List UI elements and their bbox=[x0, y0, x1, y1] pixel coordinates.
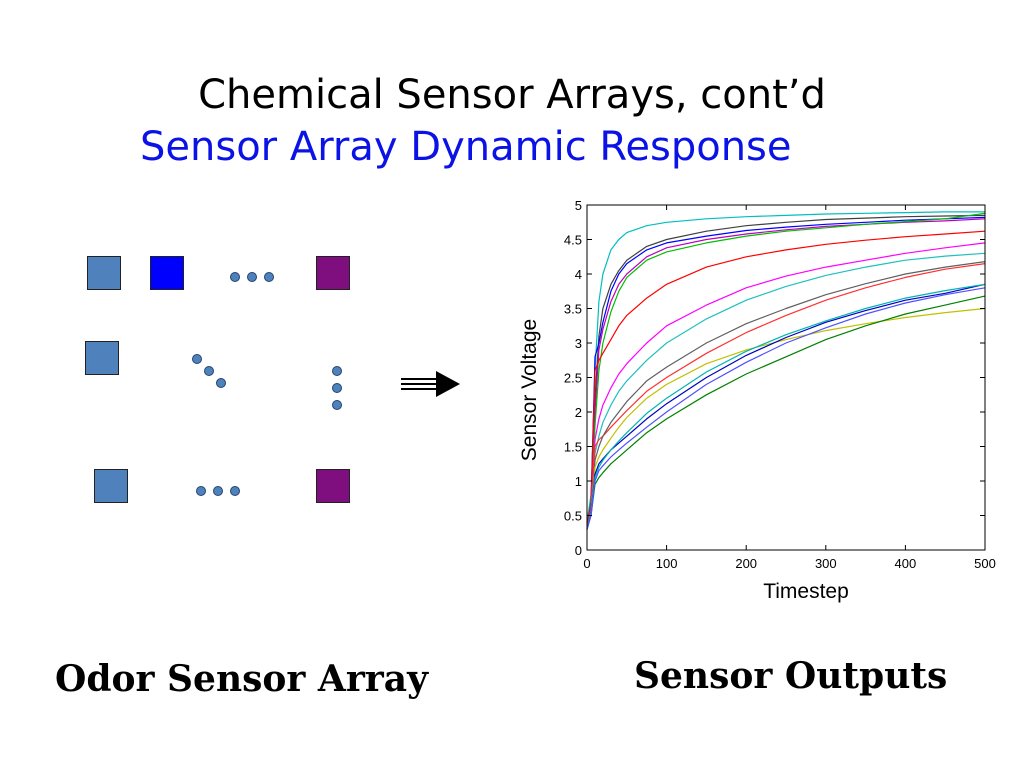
odor-sensor-array-caption: Odor Sensor Array bbox=[55, 658, 429, 700]
series-line-10 bbox=[586, 261, 986, 530]
series-line-9 bbox=[586, 263, 986, 530]
y-tick-label: 1.5 bbox=[564, 440, 582, 455]
sensor-square bbox=[316, 256, 350, 290]
series-line-15 bbox=[586, 287, 986, 530]
sensor-square bbox=[94, 469, 128, 503]
ellipsis-dot bbox=[230, 272, 240, 282]
series-line-13 bbox=[586, 283, 986, 530]
y-tick-label: 3.5 bbox=[564, 302, 582, 317]
slide-subtitle: Sensor Array Dynamic Response bbox=[140, 124, 792, 170]
sensor-outputs-caption: Sensor Outputs bbox=[634, 655, 948, 697]
ellipsis-dot bbox=[247, 272, 257, 282]
sensor-square bbox=[316, 469, 350, 503]
series-line-7 bbox=[586, 242, 986, 530]
series-line-6 bbox=[586, 230, 986, 527]
right-arrow-icon bbox=[401, 371, 460, 397]
series-line-1 bbox=[586, 211, 985, 523]
x-tick-label: 500 bbox=[974, 556, 996, 571]
series-line-2 bbox=[586, 214, 986, 526]
sensor-square bbox=[87, 256, 121, 290]
y-tick-label: 4 bbox=[575, 267, 582, 282]
ellipsis-dot bbox=[204, 366, 214, 376]
series-line-11 bbox=[586, 307, 986, 530]
ellipsis-dot bbox=[230, 486, 240, 496]
y-tick-label: 0 bbox=[575, 543, 582, 558]
ellipsis-dot bbox=[213, 486, 223, 496]
x-tick-label: 400 bbox=[895, 556, 917, 571]
x-tick-label: 100 bbox=[656, 556, 678, 571]
series-line-8 bbox=[586, 252, 986, 530]
ellipsis-dot bbox=[192, 354, 202, 364]
ellipsis-dot bbox=[332, 400, 342, 410]
ticks-layer: 0 100 200 300 400 500 0 0.5 1 1.5 2 2.5 3 3.5 4 4.5 5 bbox=[564, 198, 996, 571]
y-tick-label: 3 bbox=[575, 336, 582, 351]
x-tick-label: 200 bbox=[735, 556, 757, 571]
x-tick-label: 300 bbox=[815, 556, 837, 571]
ellipsis-dot bbox=[332, 383, 342, 393]
series-layer bbox=[586, 211, 986, 530]
y-tick-label: 4.5 bbox=[564, 233, 582, 248]
ellipsis-dot bbox=[196, 486, 206, 496]
series-line-5 bbox=[586, 212, 986, 527]
y-tick-label: 2.5 bbox=[564, 371, 582, 386]
ellipsis-dot bbox=[216, 378, 226, 388]
y-tick-label: 1 bbox=[575, 474, 582, 489]
series-line-4 bbox=[586, 218, 986, 530]
series-line-14 bbox=[586, 295, 986, 530]
series-line-3 bbox=[586, 216, 986, 530]
slide-title: Chemical Sensor Arrays, cont’d bbox=[198, 72, 826, 118]
y-axis-label: Sensor Voltage bbox=[518, 319, 541, 461]
ellipsis-dot bbox=[264, 272, 274, 282]
sensor-square bbox=[150, 256, 184, 290]
y-tick-label: 5 bbox=[575, 198, 582, 213]
series-line-12 bbox=[586, 283, 986, 530]
x-axis-label: Timestep bbox=[763, 580, 849, 603]
x-tick-label: 0 bbox=[583, 556, 590, 571]
ellipsis-dot bbox=[332, 366, 342, 376]
y-tick-label: 2 bbox=[575, 405, 582, 420]
y-tick-label: 0.5 bbox=[564, 509, 582, 524]
sensor-square bbox=[85, 341, 119, 375]
